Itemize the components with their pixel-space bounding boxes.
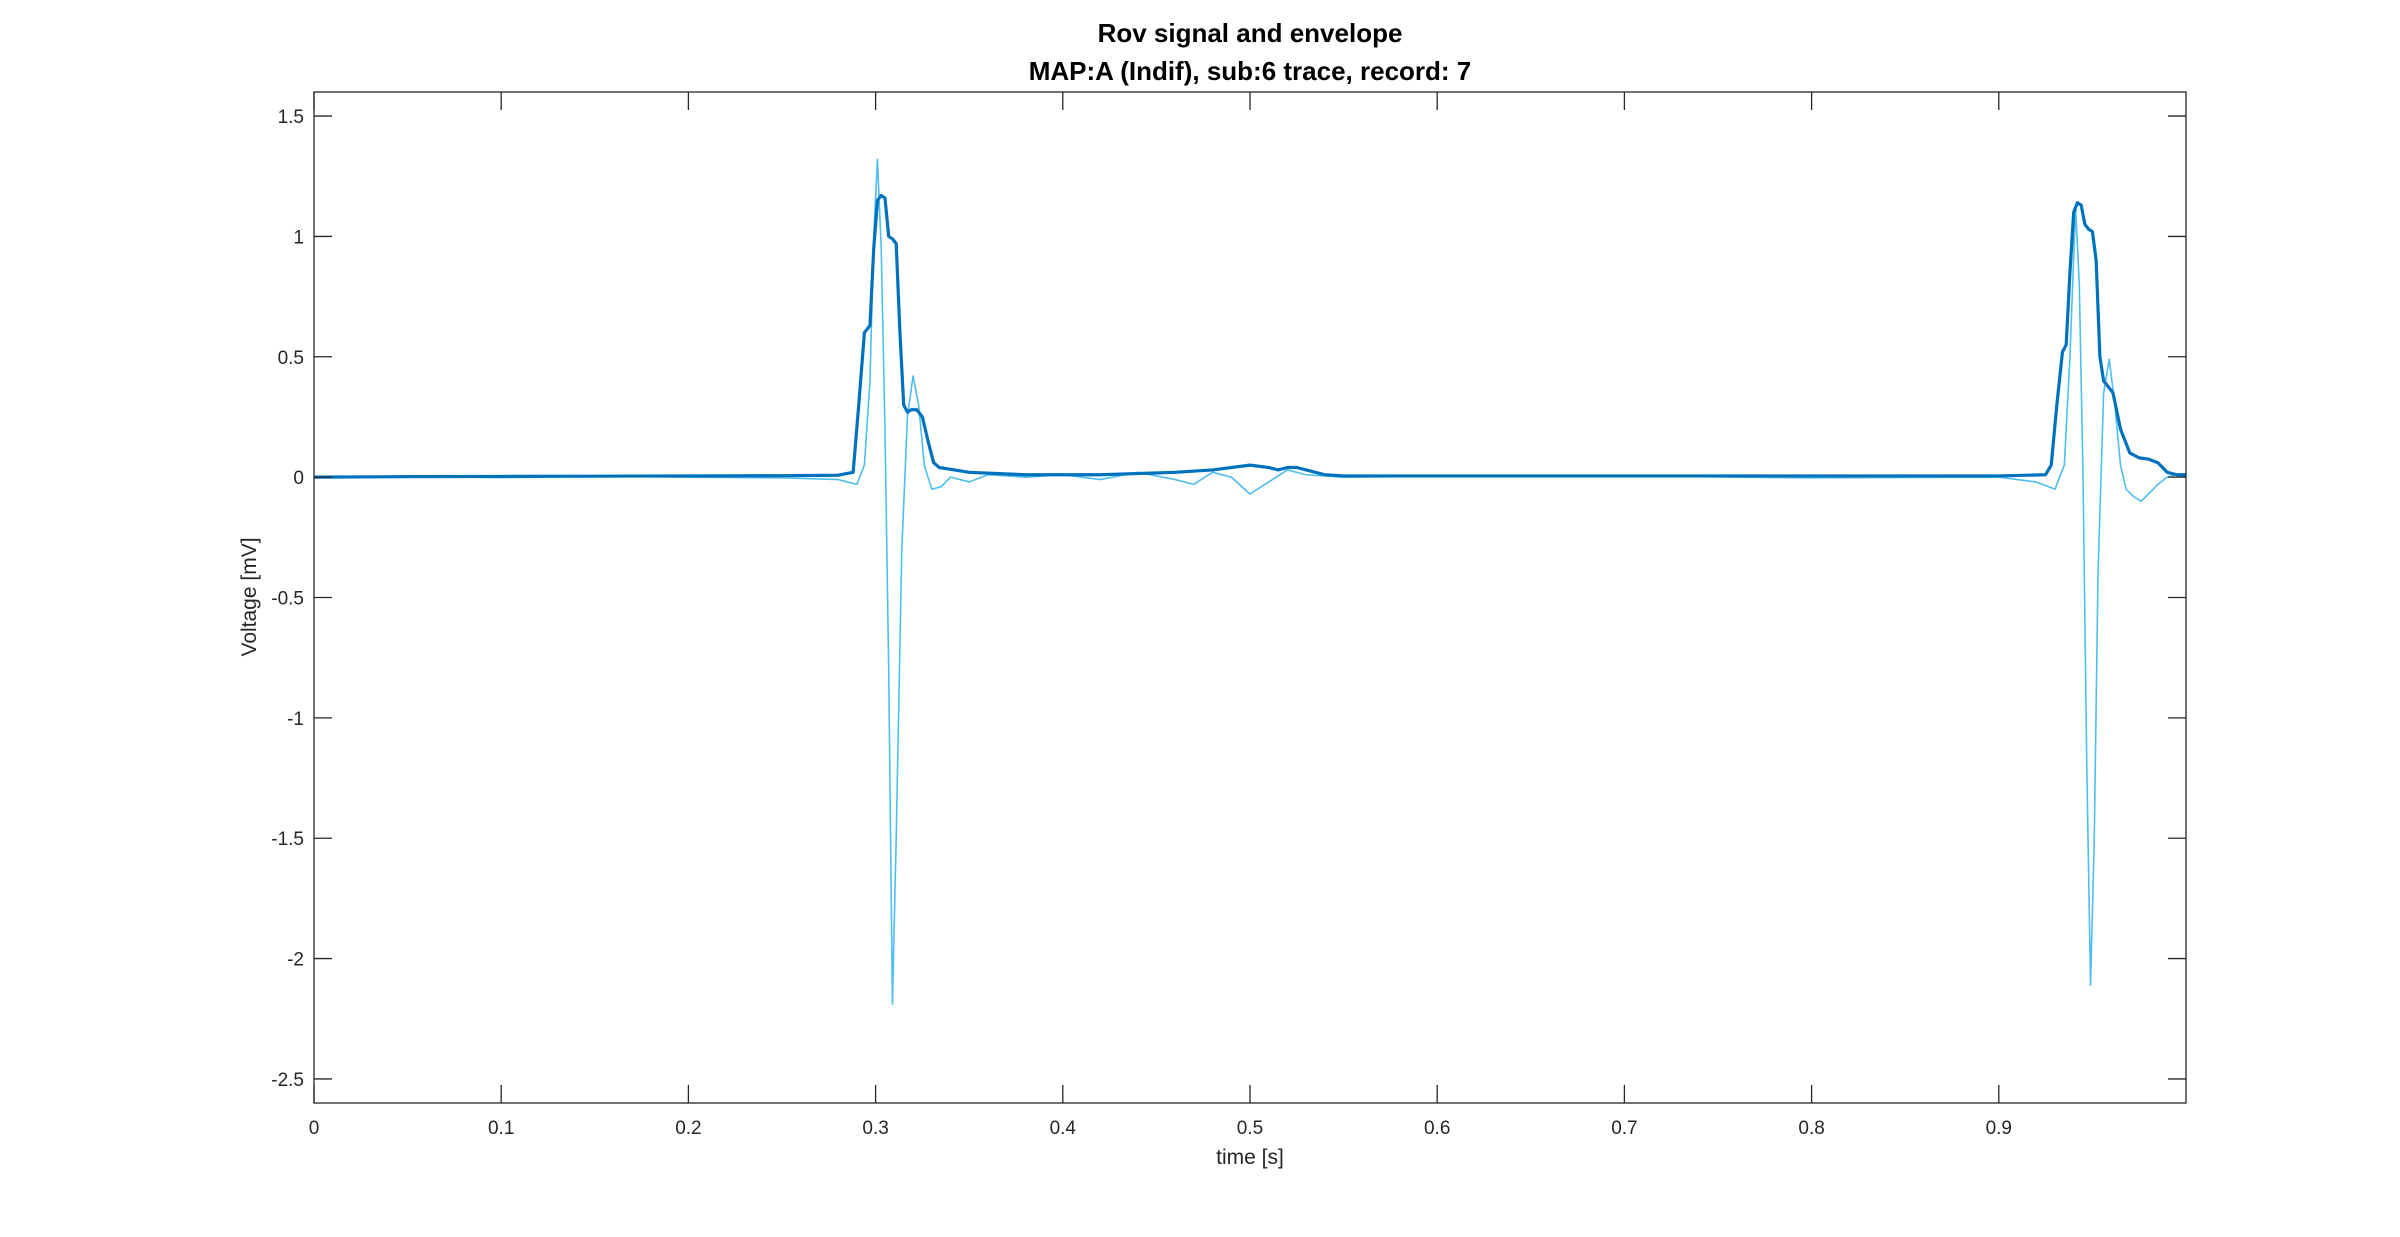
x-tick-label: 0 [309,1118,320,1139]
x-tick-label: 0.4 [1050,1118,1077,1139]
y-tick-label: -2.5 [271,1070,304,1091]
chart-title: Rov signal and envelope [1098,18,1403,48]
y-tick-label: -0.5 [271,589,304,610]
x-tick-label: 0.8 [1798,1118,1824,1139]
plot-area [314,92,2186,1103]
series-line-envelope [314,193,2186,479]
y-tick-label: 1 [293,227,304,248]
chart-subtitle: MAP:A (Indif), sub:6 trace, record: 7 [1029,56,1472,86]
y-tick-label: 0.5 [278,348,304,369]
x-tick-label: 0.5 [1237,1118,1263,1139]
y-tick-label: -1.5 [271,829,304,850]
x-tick-label: 0.1 [488,1118,514,1139]
ticks-layer: 0 0.1 0.2 0.3 0.4 0.5 0.6 0.7 0.8 0.9 -2.5 -2 -1.5 -1… [271,92,2186,1139]
x-tick-label: 0.3 [862,1118,888,1139]
y-tick-label: 0 [293,468,304,489]
x-axis-label: time [s] [1216,1146,1284,1169]
y-tick-label: -1 [287,709,304,730]
series-layer [314,158,2186,1006]
x-tick-label: 0.2 [675,1118,701,1139]
y-axis-label: Voltage [mV] [238,537,261,656]
y-tick-label: -2 [287,950,304,971]
x-tick-label: 0.7 [1611,1118,1637,1139]
series-line-signal [314,158,2186,1006]
plot-box [313,91,2187,1104]
x-tick-label: 0.6 [1424,1118,1450,1139]
x-tick-label: 0.9 [1986,1118,2012,1139]
y-tick-label: 1.5 [278,107,304,128]
